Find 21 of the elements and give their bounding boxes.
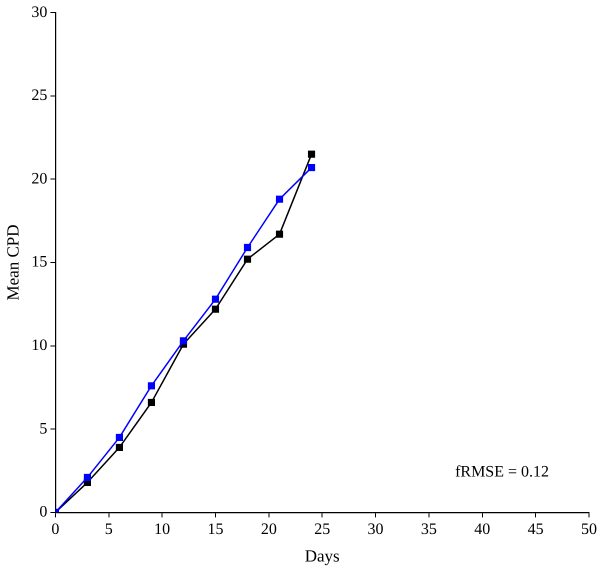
x-tick-label: 20 [260,521,277,538]
y-tick-label: 5 [39,420,48,438]
y-tick-label: 0 [39,504,48,521]
annotation: fRMSE = 0.12 [455,464,549,481]
x-tick-label: 40 [474,521,490,538]
x-tick-label: 45 [528,521,544,538]
y-tick-label: 30 [31,4,48,21]
x-axis-title: Days [304,546,340,566]
x-tick-label: 5 [104,521,113,538]
x-tick-label: 15 [207,521,224,538]
x-tick-label: 0 [51,521,60,538]
x-tick-label: 30 [368,521,384,538]
x-tick-label: 10 [154,521,170,538]
y-tick-label: 20 [31,170,48,188]
x-tick-label: 25 [314,521,330,538]
y-tick-label: 25 [31,87,48,104]
y-tick-label: 10 [31,337,48,354]
x-tick-label: 50 [581,521,597,538]
x-tick-label: 35 [420,521,437,538]
y-axis-title: Mean CPD [4,224,23,301]
y-tick-label: 15 [31,254,48,271]
